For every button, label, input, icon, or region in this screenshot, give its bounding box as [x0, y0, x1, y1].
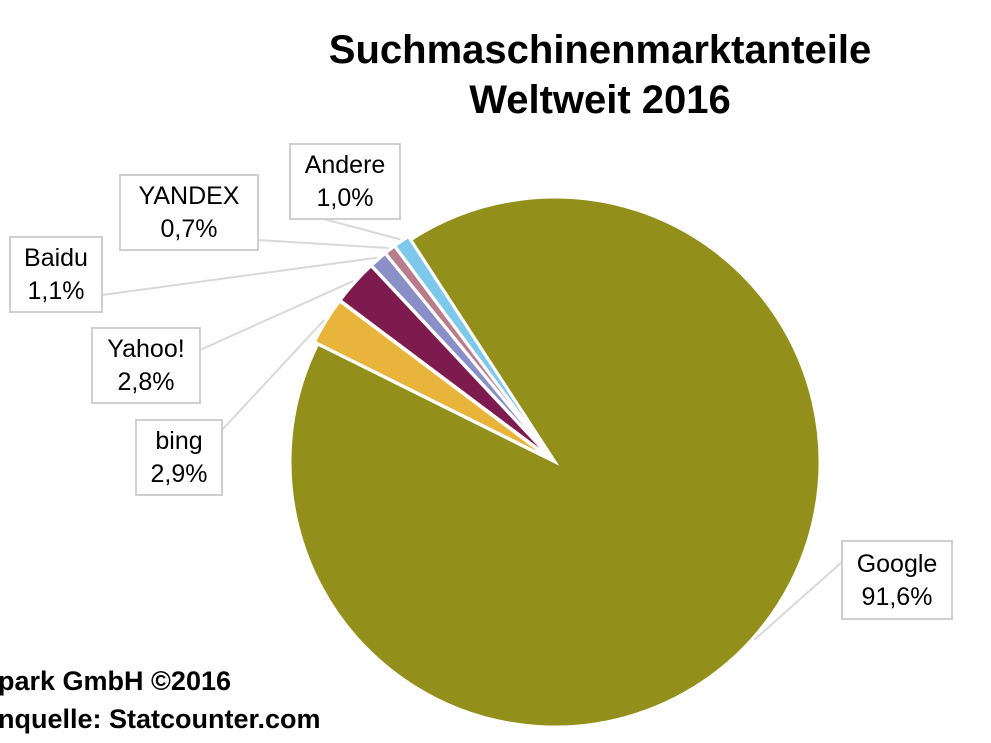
leader-line-google — [753, 561, 843, 641]
data-label-yandex: YANDEX 0,7% — [119, 174, 259, 251]
chart-title: Suchmaschinenmarktanteile — [329, 28, 871, 72]
data-label-baidu: Baidu 1,1% — [9, 236, 103, 313]
label-leader-lines — [101, 217, 843, 641]
leader-line-yahoo — [199, 280, 354, 351]
data-label-bing: bing 2,9% — [135, 419, 223, 496]
slice-name-yahoo: Yahoo! — [107, 335, 184, 363]
slice-name-andere: Andere — [305, 151, 386, 179]
slice-value-andere: 1,0% — [317, 184, 374, 212]
slice-value-google: 91,6% — [862, 583, 933, 611]
data-label-andere: Andere 1,0% — [289, 143, 401, 220]
slice-name-yandex: YANDEX — [139, 182, 240, 210]
slice-name-bing: bing — [155, 427, 202, 455]
slice-value-yandex: 0,7% — [161, 215, 218, 243]
leader-line-bing — [221, 319, 326, 431]
pie-slices — [288, 195, 822, 729]
pie-slice-andere — [392, 234, 554, 460]
slice-value-bing: 2,9% — [151, 460, 208, 488]
leader-line-andere — [319, 217, 401, 241]
slice-value-baidu: 1,1% — [28, 277, 85, 305]
pie-slice-google — [288, 195, 822, 729]
slice-value-yahoo: 2,8% — [118, 368, 175, 396]
footer-copyright: park GmbH ©2016 — [0, 666, 231, 696]
leader-line-yandex — [257, 239, 389, 250]
data-label-google: Google 91,6% — [841, 540, 953, 620]
footer-source: nquelle: Statcounter.com — [0, 704, 321, 734]
data-label-yahoo: Yahoo! 2,8% — [91, 327, 201, 404]
slice-name-google: Google — [857, 550, 938, 578]
slice-name-baidu: Baidu — [24, 244, 88, 272]
leader-line-baidu — [101, 256, 378, 296]
chart-subtitle: Weltweit 2016 — [469, 78, 731, 122]
